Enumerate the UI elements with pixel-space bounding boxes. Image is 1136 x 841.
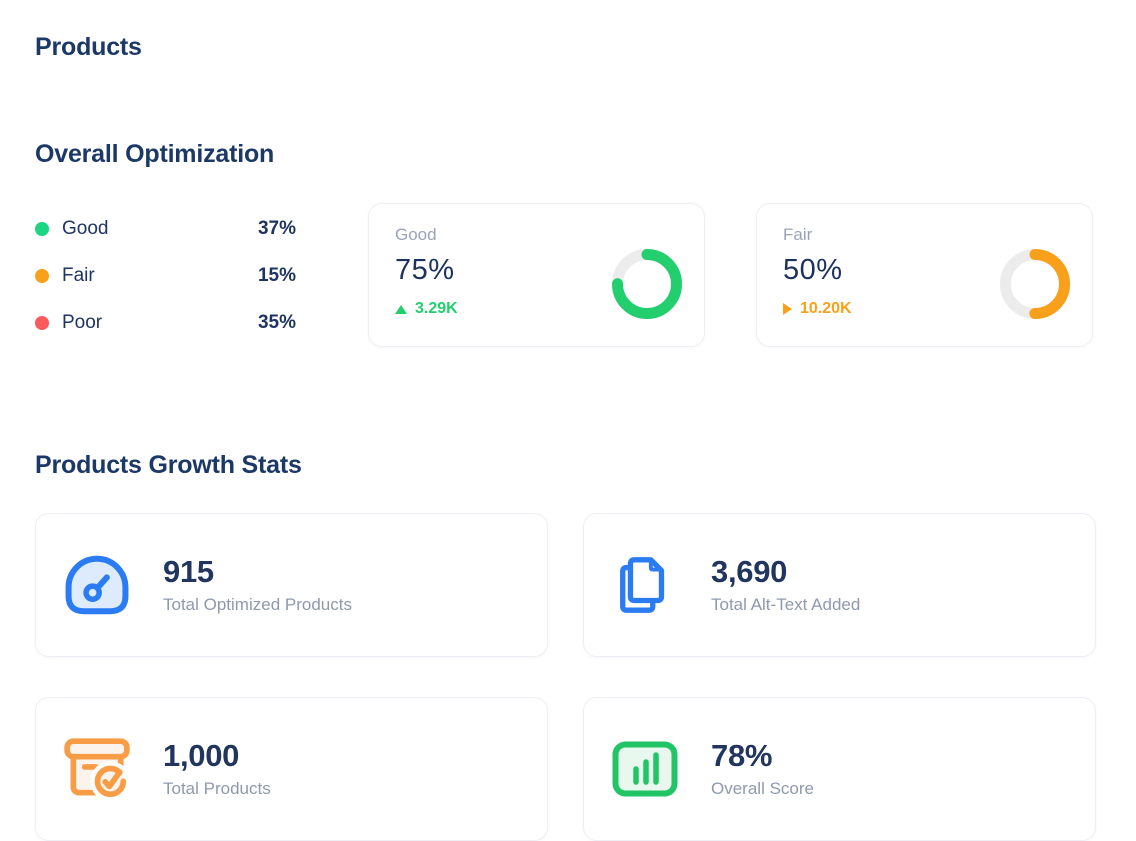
fair-dot-icon bbox=[35, 269, 49, 283]
stat-value: 1,000 bbox=[163, 738, 240, 774]
stat-value: 915 bbox=[163, 554, 214, 590]
delta-value: 3.29K bbox=[415, 300, 458, 317]
stat-card-total-optimized-products: 915 Total Optimized Products bbox=[35, 513, 548, 657]
fair-score-card: Fair 50% 10.20K bbox=[756, 203, 1093, 347]
speedometer-icon bbox=[59, 552, 135, 618]
stat-value: 3,690 bbox=[711, 554, 788, 590]
copy-pages-icon bbox=[607, 552, 683, 618]
section-title-overall-optimization: Overall Optimization bbox=[35, 140, 275, 168]
legend-item-good: Good 37% bbox=[35, 214, 296, 244]
stat-label: Overall Score bbox=[711, 778, 814, 798]
fair-donut-chart bbox=[1000, 249, 1070, 319]
legend-value: 37% bbox=[257, 218, 296, 239]
card-label: Fair bbox=[783, 225, 813, 244]
delta-value: 10.20K bbox=[800, 300, 852, 317]
archive-box-check-icon bbox=[59, 735, 135, 803]
bar-chart-icon bbox=[607, 741, 683, 797]
legend-label: Fair bbox=[62, 265, 95, 286]
optimization-legend: Good 37% Fair 15% Poor 35% bbox=[35, 214, 296, 355]
delta-indicator: 3.29K bbox=[395, 300, 704, 318]
card-percent-value: 75% bbox=[395, 254, 455, 286]
right-triangle-icon bbox=[783, 303, 792, 315]
stat-label: Total Alt-Text Added bbox=[711, 594, 861, 614]
legend-label: Poor bbox=[62, 312, 103, 333]
section-title-products-growth-stats: Products Growth Stats bbox=[35, 451, 302, 479]
card-percent-value: 50% bbox=[783, 254, 843, 286]
good-donut-chart bbox=[612, 249, 682, 319]
good-score-card: Good 75% 3.29K bbox=[368, 203, 705, 347]
good-dot-icon bbox=[35, 222, 49, 236]
up-triangle-icon bbox=[395, 304, 407, 314]
legend-value: 15% bbox=[257, 265, 296, 286]
legend-item-fair: Fair 15% bbox=[35, 261, 296, 291]
stat-card-total-products: 1,000 Total Products bbox=[35, 697, 548, 841]
legend-value: 35% bbox=[257, 312, 296, 333]
stat-label: Total Products bbox=[163, 778, 271, 798]
stat-label: Total Optimized Products bbox=[163, 594, 352, 614]
legend-label: Good bbox=[62, 218, 109, 239]
delta-indicator: 10.20K bbox=[783, 300, 1092, 318]
page-title: Products bbox=[35, 33, 142, 61]
stat-card-total-alt-text-added: 3,690 Total Alt-Text Added bbox=[583, 513, 1096, 657]
card-label: Good bbox=[395, 225, 437, 244]
stat-card-overall-score: 78% Overall Score bbox=[583, 697, 1096, 841]
stat-value: 78% bbox=[711, 738, 773, 774]
legend-item-poor: Poor 35% bbox=[35, 308, 296, 338]
poor-dot-icon bbox=[35, 316, 49, 330]
